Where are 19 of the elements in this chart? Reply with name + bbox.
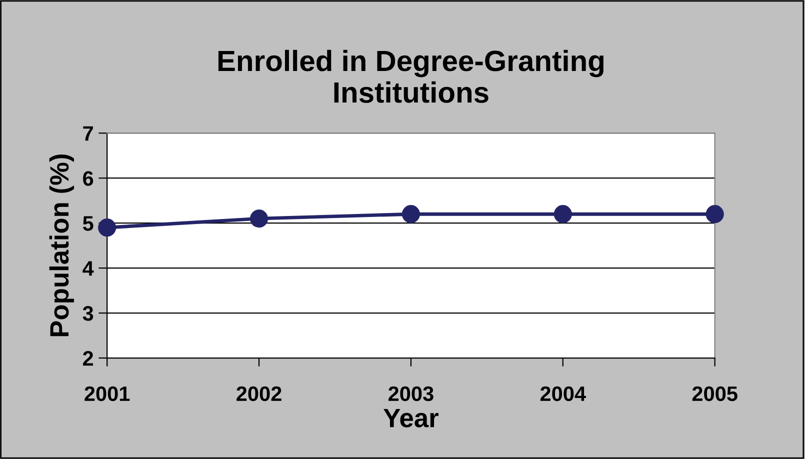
y-tick-label: 2 — [83, 351, 94, 366]
x-axis-title: Year — [384, 408, 438, 428]
point — [402, 205, 420, 224]
point — [554, 205, 572, 224]
x-tick-label: 2001 — [84, 386, 130, 402]
y-tick-label: 6 — [83, 171, 94, 186]
x-tick-label: 2005 — [692, 386, 738, 402]
point — [250, 210, 268, 228]
x-tick-label: 2004 — [540, 386, 586, 402]
y-tick-label: 4 — [82, 261, 94, 276]
y-tick-label: 3 — [82, 306, 94, 321]
y-axis-title: Population (%) — [49, 154, 74, 336]
x-tick-label: 2002 — [236, 386, 282, 402]
chart-title: Enrolled in Degree-Granting Institutions — [218, 50, 604, 103]
y-tick-label: 7 — [83, 126, 93, 141]
x-tick-label: 2003 — [388, 386, 434, 402]
y-tick-label: 5 — [82, 216, 94, 231]
point — [98, 218, 116, 237]
point — [706, 205, 724, 224]
